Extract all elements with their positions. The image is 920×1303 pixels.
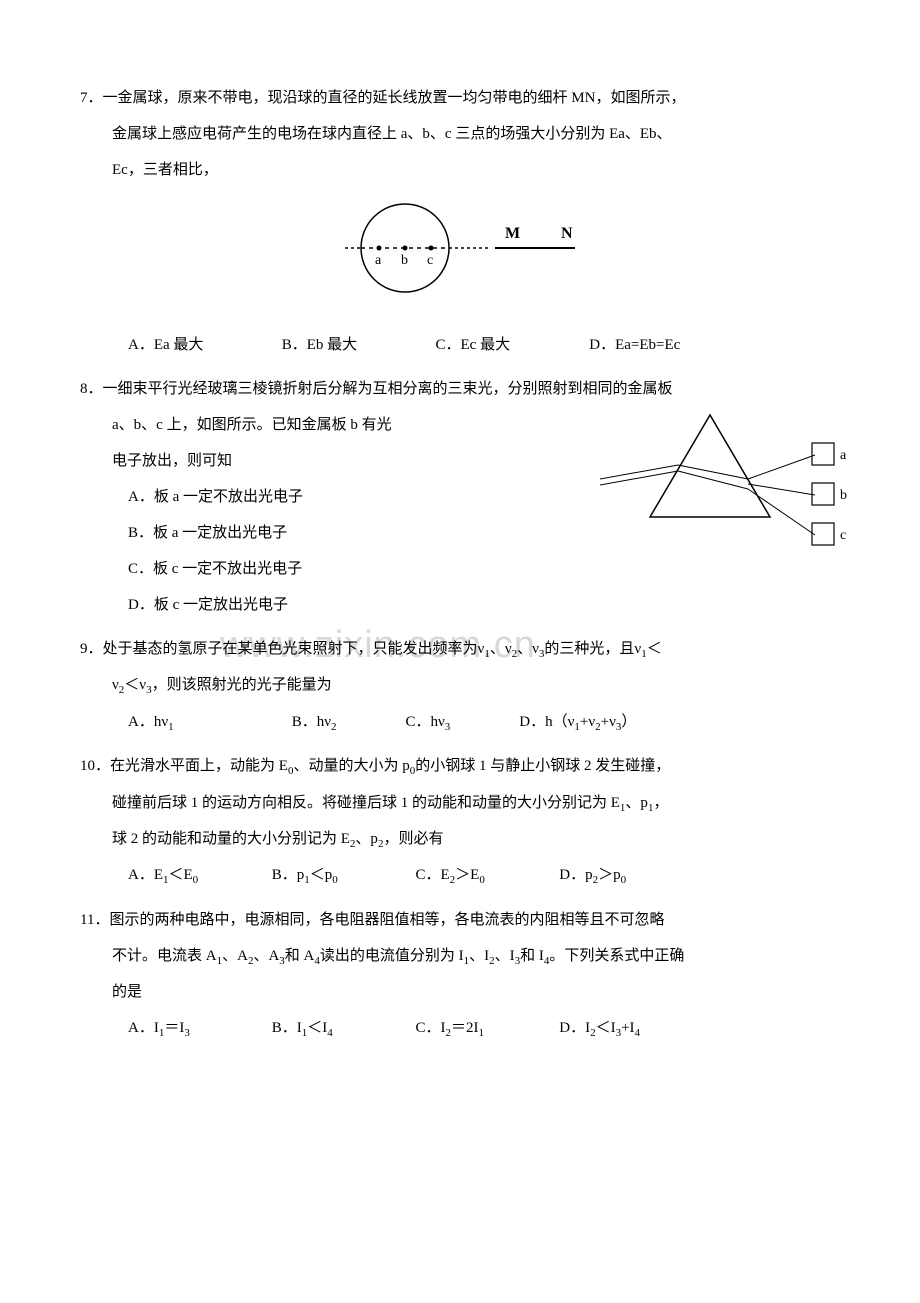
q9-lt: ＜ν — [124, 677, 146, 693]
q9-line2: ν2＜ν3，则该照射光的光子能量为 — [80, 667, 850, 703]
q10-opt-b: B．p1＜p0 — [272, 857, 412, 893]
q9-l2b: ，则该照射光的光子能量为 — [152, 677, 332, 693]
question-10: 10．在光滑水平面上，动能为 E0、动量的大小为 p0的小钢球 1 与静止小钢球… — [80, 748, 850, 894]
svg-text:c: c — [840, 528, 846, 543]
question-11: 11．图示的两种电路中，电源相同，各电阻器阻值相等，各电流表的内阻相等且不可忽略… — [80, 902, 850, 1047]
q10-line2: 碰撞前后球 1 的运动方向相反。将碰撞后球 1 的动能和动量的大小分别记为 E1… — [80, 785, 850, 821]
q7-options: A．Ea 最大 B．Eb 最大 C．Ec 最大 D．Ea=Eb=Ec — [80, 327, 850, 363]
q9-l1a: 处于基态的氢原子在某单色光束照射下，只能发出频率为ν — [103, 641, 485, 657]
q9-l2a: ν — [112, 677, 119, 693]
q7-line3: Ec，三者相比， — [80, 152, 850, 188]
q11-opt-a: A．I1＝I3 — [128, 1010, 268, 1046]
q10-text: 10．在光滑水平面上，动能为 E0、动量的大小为 p0的小钢球 1 与静止小钢球… — [80, 748, 850, 784]
q11-num: 11． — [80, 912, 109, 928]
q11-opt-c: C．I2＝2I1 — [416, 1010, 556, 1046]
q9-num: 9． — [80, 641, 103, 657]
q9-opt-c: C．hν3 — [406, 704, 516, 740]
q10-options: A．E1＜E0 B．p1＜p0 C．E2＞E0 D．p2＞p0 — [80, 857, 850, 893]
q11-opt-d: D．I2＜I3+I4 — [559, 1010, 640, 1046]
q11-l1: 图示的两种电路中，电源相同，各电阻器阻值相等，各电流表的内阻相等且不可忽略 — [109, 912, 664, 928]
q7-num: 7． — [80, 90, 103, 106]
svg-text:M: M — [505, 225, 520, 242]
q7-figure: a b c M N — [80, 198, 850, 317]
svg-text:b: b — [840, 488, 847, 503]
q9-sep2: 、ν — [517, 641, 539, 657]
q10-opt-a: A．E1＜E0 — [128, 857, 268, 893]
question-7: 7．一金属球，原来不带电，现沿球的直径的延长线放置一均匀带电的细杆 MN，如图所… — [80, 80, 850, 363]
q7-opt-d: D．Ea=Eb=Ec — [589, 327, 680, 363]
q10-opt-d: D．p2＞p0 — [559, 857, 626, 893]
q10-line3: 球 2 的动能和动量的大小分别记为 E2、p2，则必有 — [80, 821, 850, 857]
svg-text:a: a — [375, 253, 382, 268]
q8-text: 8．一细束平行光经玻璃三棱镜折射后分解为互相分离的三束光，分别照射到相同的金属板 — [80, 371, 850, 407]
q9-sep1: 、ν — [490, 641, 512, 657]
q8-figure: a b c — [600, 407, 850, 566]
svg-text:c: c — [427, 253, 433, 268]
q9-l1b: 的三种光，且ν — [544, 641, 641, 657]
q7-text: 7．一金属球，原来不带电，现沿球的直径的延长线放置一均匀带电的细杆 MN，如图所… — [80, 80, 850, 116]
q8-line1: 一细束平行光经玻璃三棱镜折射后分解为互相分离的三束光，分别照射到相同的金属板 — [103, 381, 673, 397]
q11-line3: 的是 — [80, 974, 850, 1010]
q9-opt-b: B．hν2 — [292, 704, 402, 740]
q9-options: A．hν1 B．hν2 C．hν3 D．h（ν1+ν2+ν3） — [80, 704, 850, 740]
q7-opt-c: C．Ec 最大 — [436, 327, 586, 363]
svg-text:b: b — [401, 253, 408, 268]
q7-line1: 一金属球，原来不带电，现沿球的直径的延长线放置一均匀带电的细杆 MN，如图所示， — [103, 90, 686, 106]
svg-text:N: N — [561, 225, 573, 242]
q11-text: 11．图示的两种电路中，电源相同，各电阻器阻值相等，各电流表的内阻相等且不可忽略 — [80, 902, 850, 938]
q8-num: 8． — [80, 381, 103, 397]
q10-opt-c: C．E2＞E0 — [416, 857, 556, 893]
q7-opt-b: B．Eb 最大 — [282, 327, 432, 363]
q11-options: A．I1＝I3 B．I1＜I4 C．I2＝2I1 D．I2＜I3+I4 — [80, 1010, 850, 1046]
question-9: 9．处于基态的氢原子在某单色光束照射下，只能发出频率为ν1、ν2、ν3的三种光，… — [80, 631, 850, 740]
q7-line2: 金属球上感应电荷产生的电场在球内直径上 a、b、c 三点的场强大小分别为 Ea、… — [80, 116, 850, 152]
q9-text: 9．处于基态的氢原子在某单色光束照射下，只能发出频率为ν1、ν2、ν3的三种光，… — [80, 631, 850, 667]
question-8: 8．一细束平行光经玻璃三棱镜折射后分解为互相分离的三束光，分别照射到相同的金属板… — [80, 371, 850, 623]
q8-opt-d: D．板 c 一定放出光电子 — [80, 587, 850, 623]
q11-line2: 不计。电流表 A1、A2、A3和 A4读出的电流值分别为 I1、I2、I3和 I… — [80, 938, 850, 974]
q9-opt-d: D．h（ν1+ν2+ν3） — [519, 704, 636, 740]
q11-opt-b: B．I1＜I4 — [272, 1010, 412, 1046]
q10-num: 10． — [80, 758, 110, 774]
q10-l1c: 的小钢球 1 与静止小钢球 2 发生碰撞， — [415, 758, 670, 774]
q10-l1a: 在光滑水平面上，动能为 E — [110, 758, 288, 774]
q7-opt-a: A．Ea 最大 — [128, 327, 278, 363]
svg-text:a: a — [840, 448, 847, 463]
q10-l1b: 、动量的大小为 p — [293, 758, 409, 774]
q9-opt-a: A．hν1 — [128, 704, 288, 740]
